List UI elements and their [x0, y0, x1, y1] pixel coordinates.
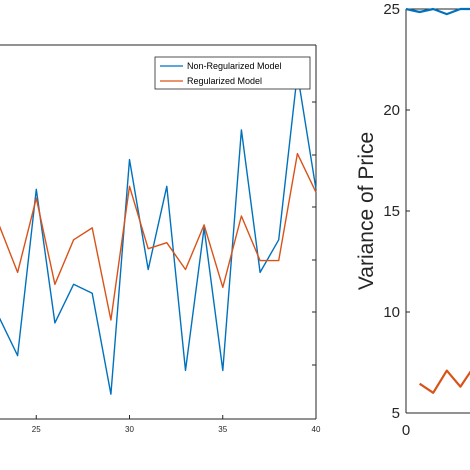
regularized-line	[0, 152, 317, 321]
right-blue-line	[405, 7, 470, 16]
right-y-tick-label: 5	[392, 405, 400, 422]
legend-label-regularized: Regularized Model	[187, 76, 262, 86]
right-series-lines	[405, 7, 470, 394]
left-chart: 25 30 35 40 Non-Regularized Model Regulariz…	[0, 44, 321, 434]
right-y-tick-label: 10	[383, 304, 400, 321]
right-chart: Variance of Price 5 10 15 20 25 05	[355, 1, 470, 439]
right-y-axis-label: Variance of Price	[355, 132, 378, 290]
legend: Non-Regularized Model Regularized Model	[154, 56, 311, 90]
left-x-tick-label: 25	[32, 425, 41, 434]
left-x-tick-label: 30	[125, 425, 134, 434]
left-series-lines	[0, 72, 317, 395]
right-y-tick-label: 15	[383, 203, 400, 220]
right-orange-line	[418, 369, 470, 394]
left-x-tick-label: 35	[218, 425, 227, 434]
right-y-tick-label: 25	[383, 1, 400, 18]
right-x-tick-label: 0	[402, 422, 410, 439]
legend-box	[154, 56, 311, 90]
left-y-ticks	[312, 101, 316, 366]
left-x-tick-label: 40	[312, 425, 321, 434]
legend-label-non-regularized: Non-Regularized Model	[187, 61, 282, 71]
non-regularized-line	[0, 72, 317, 395]
left-plot-area	[0, 45, 316, 419]
right-y-tick-label: 20	[383, 102, 400, 119]
left-x-ticks: 25 30 35 40	[32, 415, 321, 434]
right-y-ticks: 5 10 15 20 25	[383, 1, 410, 422]
